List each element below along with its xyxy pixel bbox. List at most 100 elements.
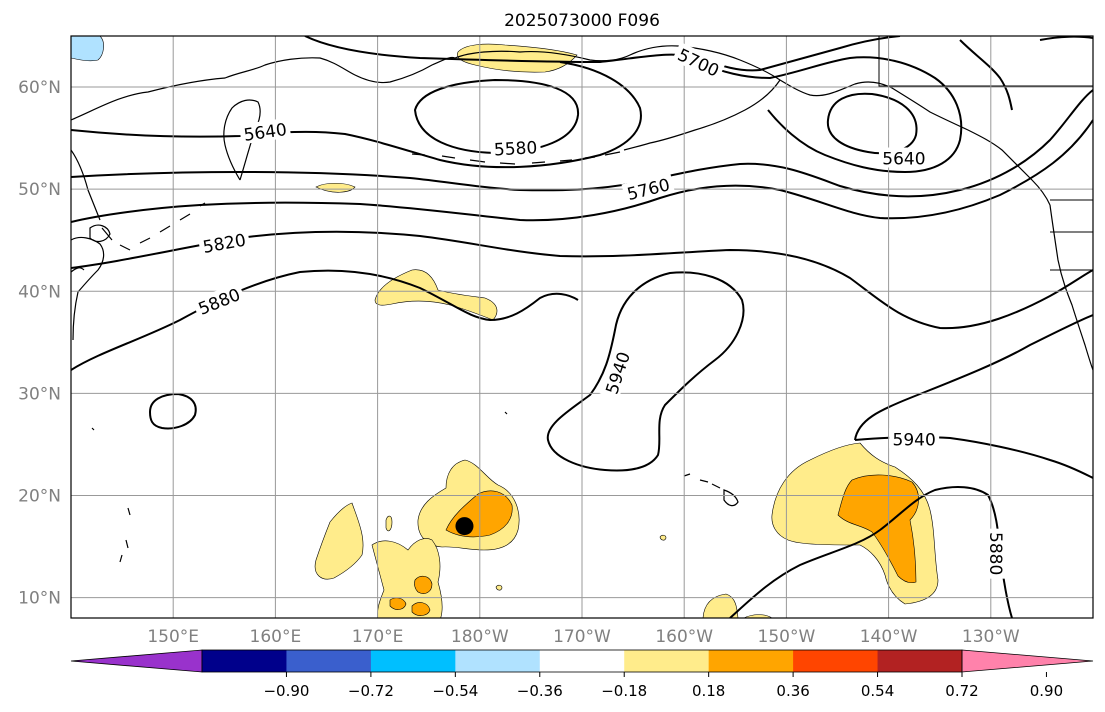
colorbar-tick-label: 0.54 — [861, 682, 894, 700]
storm-center-marker — [455, 517, 474, 536]
colorbar-extend-max — [961, 649, 1094, 673]
colorbar-tick-label: −0.90 — [263, 682, 309, 700]
contour-label-background — [197, 228, 251, 257]
contour-label-background — [621, 172, 675, 204]
anomaly-patch-central-south-core-a — [414, 575, 433, 594]
colorbar-swatch-2 — [370, 650, 456, 672]
coast-hawaii — [683, 473, 739, 507]
lat-tick-label: 50°N — [18, 180, 61, 200]
contour-5580 — [413, 78, 580, 155]
lat-tick-label: 40°N — [18, 282, 61, 302]
map-title: 2025073000 F096 — [504, 11, 660, 31]
political-boundaries — [878, 36, 1093, 271]
contour-5880-ne — [959, 36, 1093, 111]
anomaly-patch-west-small — [314, 502, 364, 580]
colorbar-tick-label: 0.36 — [776, 682, 809, 700]
contour-5940-center — [546, 271, 745, 472]
contour-label-background — [238, 117, 292, 145]
contour-label-8: 5940 — [889, 428, 940, 450]
coast-marianas — [119, 507, 131, 563]
lat-tick-label: 30°N — [18, 384, 61, 404]
lat-tick-label: 60°N — [18, 78, 61, 98]
colorbar-tick-label: −0.72 — [348, 682, 394, 700]
coast-alaska-peninsula — [623, 79, 781, 151]
lon-tick-label: 150°E — [147, 627, 199, 647]
coast-kamchatka-asia — [71, 56, 456, 121]
anomaly-patch-mid-dot — [659, 534, 667, 541]
contour-label-background — [490, 136, 542, 159]
colorbar-swatch-3 — [455, 650, 541, 672]
anomaly-patch-east-core — [837, 474, 919, 584]
contour-label-text: 5580 — [493, 138, 537, 160]
contour-label-3: 5640 — [878, 147, 929, 170]
lon-tick-label: 150°W — [758, 627, 816, 647]
contour-label-background — [191, 281, 246, 320]
contour-5640-east — [826, 92, 918, 155]
colorbar-swatch-5 — [624, 650, 710, 672]
anomaly-shading — [314, 43, 939, 618]
anomaly-patch-west-sliver — [385, 515, 393, 532]
coast-hokkaido — [89, 224, 111, 243]
border-us-west — [1050, 231, 1093, 271]
colorbar-tick-label: 0.90 — [1030, 682, 1063, 700]
contour-label-background — [599, 345, 635, 400]
contour-label-text: 5640 — [882, 150, 925, 170]
colorbar-tick-label: −0.18 — [601, 682, 647, 700]
coastlines — [71, 45, 1093, 563]
colorbar-swatch-7 — [793, 650, 879, 672]
border-alaska-canada — [878, 36, 1093, 87]
colorbar-tick-label: 0.18 — [692, 682, 725, 700]
colorbar-swatch-0 — [202, 650, 287, 672]
contour-5880 — [71, 230, 1093, 330]
anomaly-patch-northwest — [315, 182, 356, 193]
lon-tick-label: 180°W — [451, 627, 509, 647]
lon-tick-label: 130°W — [962, 627, 1020, 647]
lon-tick-label: 170°W — [553, 627, 611, 647]
contour-label-background — [672, 42, 726, 82]
colorbar-swatches — [70, 649, 1094, 673]
contour-label-background — [986, 528, 1007, 579]
colorbar-tick-label: 0.72 — [945, 682, 978, 700]
anomaly-patch-central-south — [371, 538, 443, 618]
contour-label-9: 5880 — [985, 528, 1007, 579]
colorbar: −0.90 −0.72 −0.54 −0.36 −0.18 0.18 0.36 0.54 0.7… — [70, 649, 1094, 700]
contour-label-text: 5880 — [985, 532, 1005, 575]
contour-label-background — [878, 147, 929, 168]
anomaly-patch-arctic — [71, 36, 104, 62]
contour-label-background — [889, 428, 940, 449]
contour-5880-south — [71, 269, 579, 371]
anomaly-patch-dateline-dot — [495, 584, 503, 591]
latitude-tick-labels: 10°N 20°N 30°N 40°N 50°N 60°N — [18, 78, 61, 609]
colorbar-swatch-1 — [286, 650, 372, 672]
colorbar-swatch-8 — [877, 650, 963, 672]
contour-label-2: 5580 — [490, 136, 542, 160]
colorbar-swatch-6 — [708, 650, 794, 672]
contour-5940-east — [854, 314, 1093, 441]
colorbar-extend-min — [70, 649, 203, 673]
lon-tick-label: 170°E — [352, 627, 404, 647]
colorbar-tick-labels: −0.90 −0.72 −0.54 −0.36 −0.18 0.18 0.36 0.54 0.7… — [263, 672, 1063, 700]
longitude-tick-labels: 150°E 160°E 170°E 180°W 170°W 160°W 150°W 140°W… — [147, 627, 1020, 647]
colorbar-tick-label: −0.54 — [432, 682, 478, 700]
contour-5640-west — [71, 61, 642, 169]
lon-tick-label: 160°W — [655, 627, 713, 647]
contour-5820 — [71, 119, 1093, 223]
lon-tick-label: 140°W — [860, 627, 918, 647]
contour-small-west — [148, 392, 197, 430]
contour-label-4: 5760 — [621, 172, 675, 205]
contour-5700 — [304, 36, 901, 72]
colorbar-tick-label: −0.36 — [517, 682, 563, 700]
colorbar-swatch-4 — [539, 650, 625, 672]
contour-label-text: 5940 — [893, 430, 936, 450]
map-frame — [70, 35, 1094, 619]
lat-tick-label: 20°N — [18, 486, 61, 506]
coast-sakhalin-kuril — [71, 149, 206, 251]
coast-bc-northwest — [1049, 204, 1093, 371]
lat-tick-label: 10°N — [18, 589, 61, 609]
contour-5700-east — [699, 56, 963, 174]
coast-small-island — [91, 411, 508, 431]
colorbar-outline — [201, 649, 963, 673]
